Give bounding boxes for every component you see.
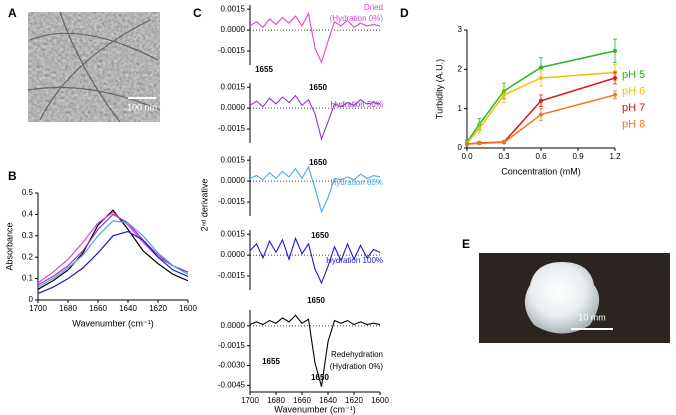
series-label: (Hydration 0%) [330, 14, 384, 23]
photo [479, 253, 670, 343]
y-tick-label: 0.0015 [221, 229, 246, 238]
y-tick-label: 0.1 [22, 274, 34, 283]
y-tick-label: 1 [458, 104, 463, 113]
y-tick-label: 0 [29, 295, 34, 304]
y-tick-label: -0.0015 [218, 46, 246, 55]
point [539, 75, 543, 80]
x-tick-label: 1680 [267, 396, 285, 405]
y-tick-label: 0 [458, 143, 463, 152]
y-tick-label: 0.4 [22, 210, 34, 219]
y-tick-label: -0.0045 [218, 380, 246, 389]
y-tick-label: 0.0000 [221, 176, 246, 185]
peak-label: 1650 [309, 83, 327, 92]
y-tick-label: -0.0015 [218, 271, 246, 280]
x-tick-label: 1660 [89, 304, 107, 313]
y-tick-label: 2 [458, 64, 463, 73]
x-tick-label: 1640 [119, 304, 137, 313]
legend-label: pH 5 [622, 69, 645, 81]
y-tick-label: 0.0015 [221, 155, 246, 164]
point [539, 65, 543, 70]
y-axis-title: Absorbance [4, 222, 14, 270]
y-tick-label: 3 [458, 25, 463, 34]
y-tick-label: 0.3 [22, 231, 34, 240]
y-tick-label: 0.2 [22, 252, 34, 261]
data-line [249, 94, 381, 141]
x-axis-title: Wavenumber (cm⁻¹) [274, 404, 355, 414]
point [613, 75, 617, 80]
y-tick-label: -0.0015 [218, 197, 246, 206]
x-tick-label: 1660 [293, 396, 311, 405]
series-label: Dried [364, 3, 383, 12]
data-line [249, 314, 381, 387]
data-line [249, 11, 381, 64]
legend-label: pH 7 [622, 102, 645, 114]
y-tick-label: 0.0015 [221, 82, 246, 91]
x-tick-label: 1620 [149, 304, 167, 313]
x-tick-label: 0.3 [498, 152, 510, 161]
series-label: Hydration 100% [326, 256, 383, 265]
x-tick-label: 0.0 [461, 152, 473, 161]
data-line [249, 165, 381, 214]
panel-label: B [8, 169, 17, 183]
data-line [37, 209, 189, 290]
x-tick-label: 1620 [345, 396, 363, 405]
series-label: (Hydration 0%) [330, 362, 384, 371]
peak-label: 1650 [307, 296, 325, 305]
y-tick-label: 0.0000 [221, 25, 246, 34]
point [477, 126, 482, 131]
panel-label: A [8, 6, 17, 20]
data-line [37, 213, 189, 286]
point [465, 142, 469, 147]
panel-label: D [400, 6, 409, 20]
peak-label: 1650 [311, 231, 329, 240]
panel-label: E [462, 237, 470, 251]
series-label: Redehydration [331, 350, 383, 359]
x-tick-label: 0.9 [572, 152, 584, 161]
legend-label: pH 8 [622, 118, 645, 130]
point [539, 112, 543, 117]
x-tick-label: 0.6 [535, 152, 547, 161]
data-line [37, 220, 189, 288]
series-label: Hydration 50% [331, 100, 383, 109]
y-axis-title: 2ⁿᵈ derivative [199, 179, 209, 232]
x-tick-label: 1.2 [609, 152, 621, 161]
y-tick-label: 0.5 [22, 188, 34, 197]
x-axis-title: Concentration (mM) [501, 166, 581, 176]
y-tick-label: -0.0015 [218, 124, 246, 133]
y-tick-label: 0.0000 [221, 103, 246, 112]
x-tick-label: 1700 [29, 304, 47, 313]
y-tick-label: 0.0000 [221, 250, 246, 259]
data-line [37, 211, 189, 284]
peak-label: 1650 [309, 158, 327, 167]
y-tick-label: 0.0015 [221, 4, 246, 13]
x-tick-label: 1680 [59, 304, 77, 313]
x-tick-label: 1600 [371, 396, 389, 405]
peak-label: 1655 [255, 65, 273, 74]
x-tick-label: 1700 [241, 396, 259, 405]
data-line [37, 230, 189, 295]
panel-label: C [193, 6, 202, 20]
y-tick-label: -0.0030 [218, 361, 246, 370]
x-tick-label: 1640 [319, 396, 337, 405]
data-line [249, 236, 381, 285]
y-axis-title: Turbidity (A.U.) [434, 59, 444, 119]
peak-label: 1655 [262, 357, 280, 366]
y-tick-label: 0.0000 [221, 321, 246, 330]
point [477, 141, 482, 146]
x-axis-title: Wavenumber (cm⁻¹) [72, 318, 153, 328]
point [502, 92, 506, 97]
x-tick-label: 1600 [179, 304, 197, 313]
micrograph [27, 11, 161, 123]
peak-label: 1650 [311, 373, 329, 382]
scale-label: 100 nm [127, 102, 157, 112]
point [502, 140, 506, 145]
series-label: Hydration 80% [331, 178, 383, 187]
point [539, 98, 543, 103]
point [613, 48, 617, 53]
scale-label: 10 mm [578, 312, 606, 322]
legend-label: pH 6 [622, 85, 645, 97]
point [613, 92, 617, 97]
y-tick-label: -0.0015 [218, 341, 246, 350]
